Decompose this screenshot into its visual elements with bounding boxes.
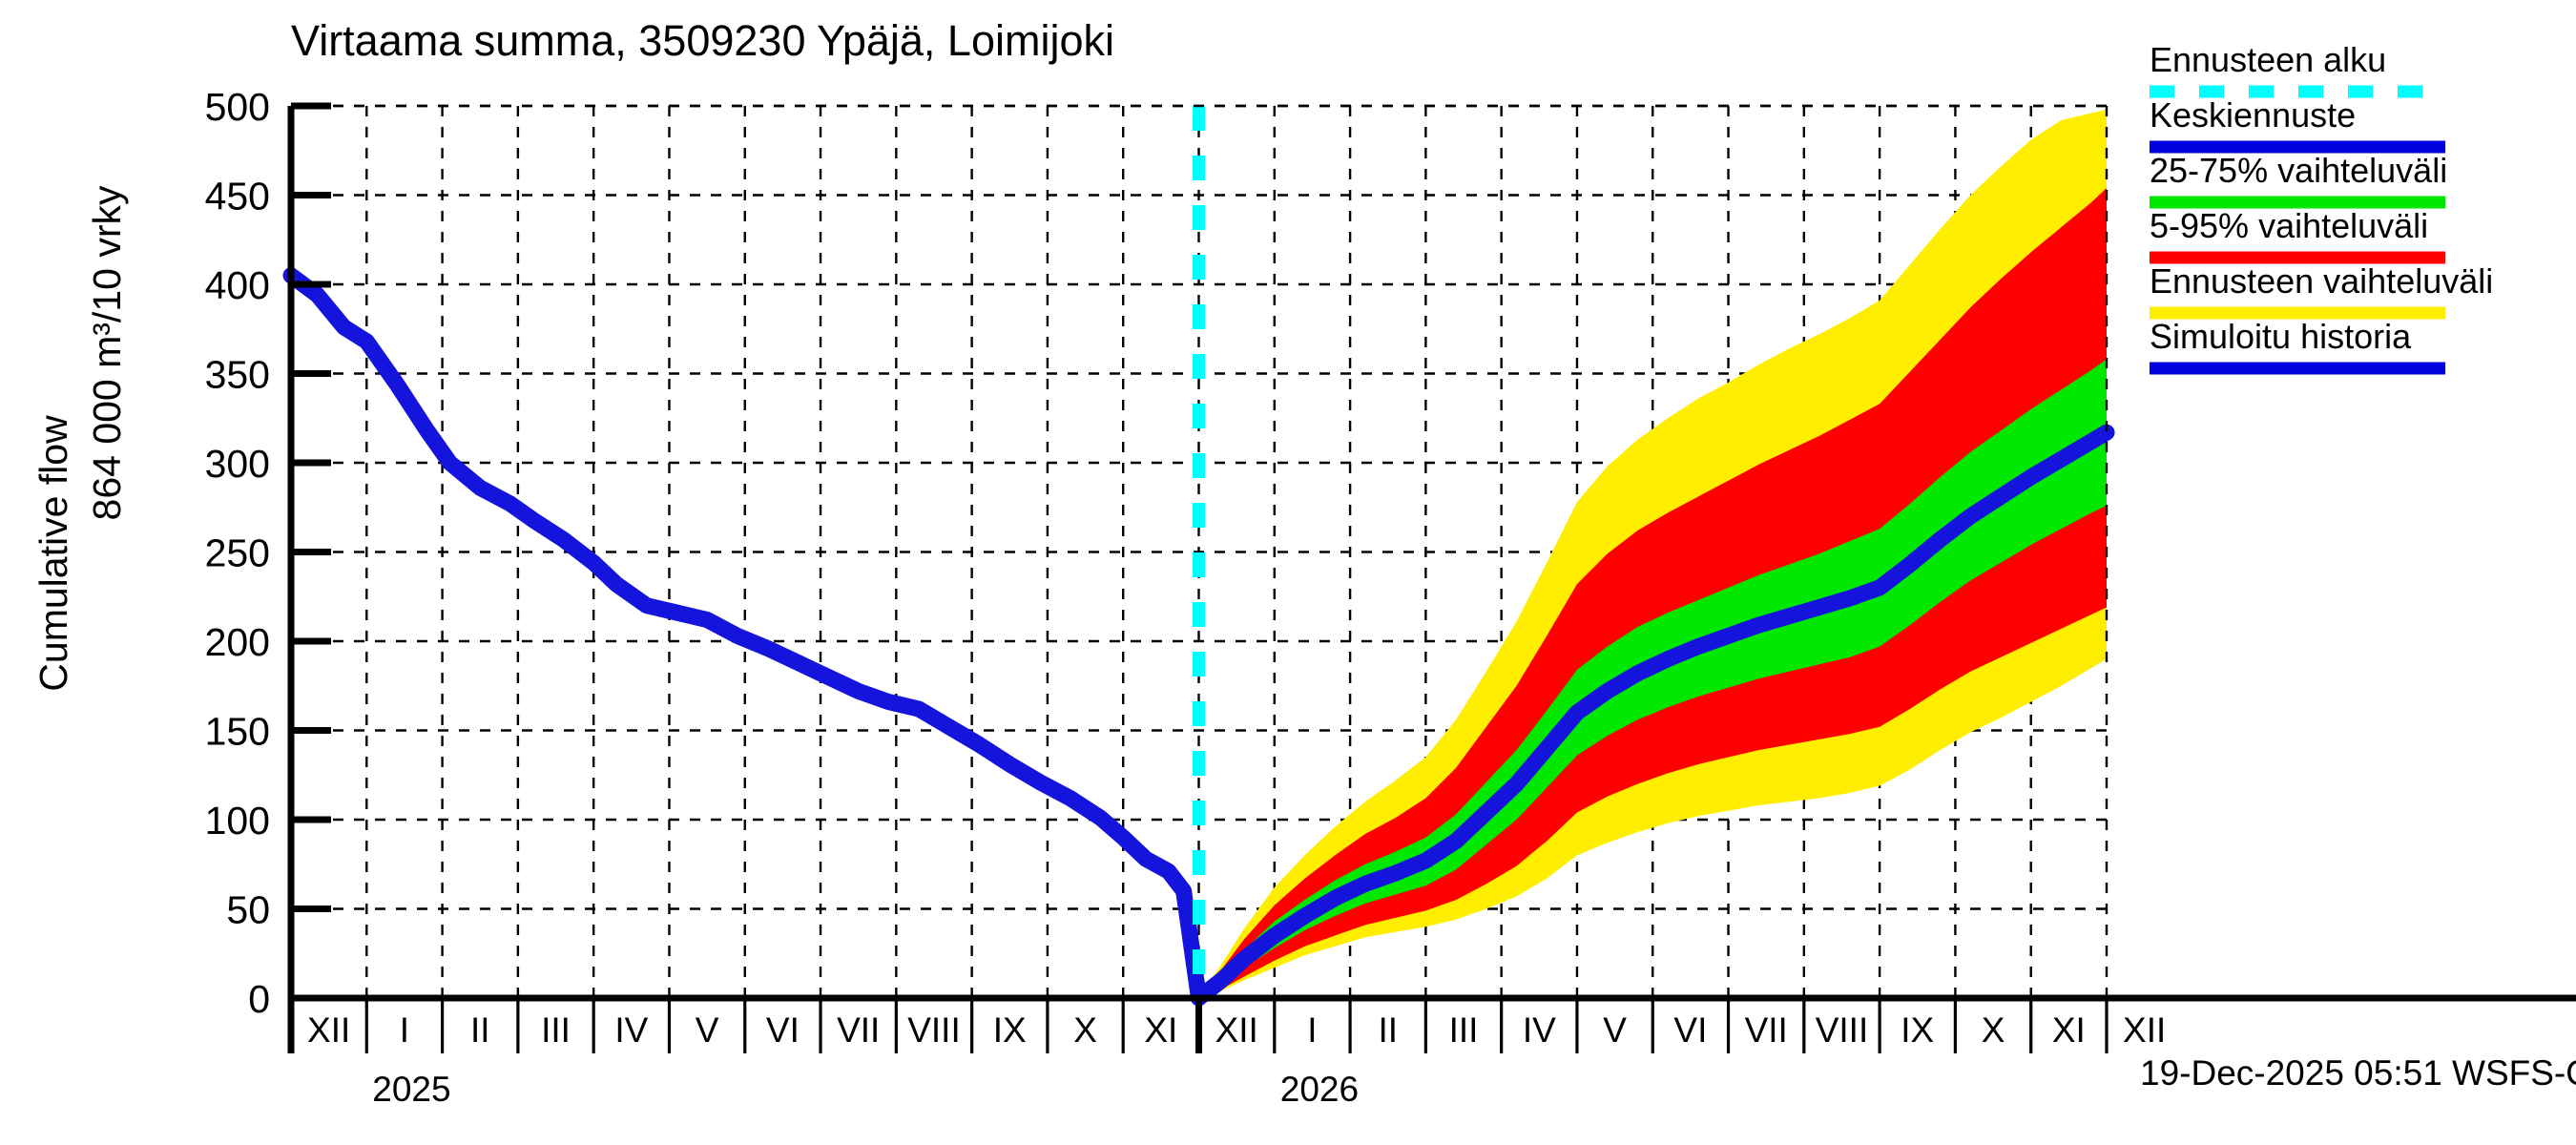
band-25-75 bbox=[1198, 359, 2107, 998]
x-tick-label-month: VIII bbox=[1816, 1010, 1869, 1050]
x-tick-label-month: II bbox=[470, 1010, 490, 1050]
x-tick-label-month: X bbox=[1982, 1010, 2005, 1050]
x-tick-label-month: III bbox=[541, 1010, 571, 1050]
mean-forecast-path bbox=[1191, 424, 2115, 1007]
legend-label: 5-95% vaihteluväli bbox=[2150, 206, 2428, 245]
history-path bbox=[282, 267, 1207, 1007]
y-tick-label: 200 bbox=[205, 620, 270, 664]
x-tick-label-month: IX bbox=[1901, 1010, 1934, 1050]
x-tick-label-month: V bbox=[696, 1010, 719, 1050]
x-tick-label-month: I bbox=[1307, 1010, 1317, 1050]
legend-item: Simuloitu historia bbox=[2150, 317, 2445, 375]
legend-item: Ennusteen alku bbox=[2150, 40, 2445, 98]
x-tick-label-month: IV bbox=[614, 1010, 648, 1050]
x-tick-labels: XII I II III IV V VI VII VIII IX X XI XII I II III IV V VI… bbox=[287, 998, 2166, 1053]
legend-item: 5-95% vaihteluväli bbox=[2150, 206, 2445, 264]
legend-item: Keskiennuste bbox=[2150, 95, 2445, 154]
x-tick-label-month: IX bbox=[993, 1010, 1027, 1050]
y-tick-label: 450 bbox=[205, 175, 270, 219]
x-tick-label-month: V bbox=[1603, 1010, 1627, 1050]
y-tick-label: 0 bbox=[248, 977, 270, 1021]
x-tick-label-month: IV bbox=[1523, 1010, 1556, 1050]
axes bbox=[287, 102, 2576, 1002]
forecast-bands bbox=[1198, 109, 2107, 999]
x-tick-label-month: XII bbox=[1215, 1010, 1258, 1050]
year-labels: 2025 2026 bbox=[372, 1070, 1359, 1109]
y-tick-label: 100 bbox=[205, 799, 270, 843]
x-axis-year-label: 2026 bbox=[1280, 1070, 1359, 1109]
x-tick-label-month: VIII bbox=[907, 1010, 961, 1050]
y-tick-label: 300 bbox=[205, 442, 270, 486]
x-tick-label-month: VII bbox=[837, 1010, 880, 1050]
band-5-95 bbox=[1198, 188, 2107, 998]
y-axis-label-units: 864 000 m³/10 vrky bbox=[85, 185, 129, 520]
y-tick-label: 350 bbox=[205, 353, 270, 397]
legend-label: Ennusteen alku bbox=[2150, 40, 2386, 79]
x-tick-label-month: VI bbox=[1673, 1010, 1707, 1050]
x-tick-label-month: XII bbox=[2123, 1010, 2166, 1050]
page-title: Virtaama summa, 3509230 Ypäjä, Loimijoki bbox=[291, 16, 1114, 65]
x-tick-label-month: XI bbox=[2052, 1010, 2086, 1050]
x-tick-label-month: VII bbox=[1745, 1010, 1788, 1050]
y-axis-label-primary: Cumulative flow bbox=[31, 415, 75, 692]
x-axis-year-label: 2025 bbox=[372, 1070, 450, 1109]
x-tick-label-month: X bbox=[1073, 1010, 1097, 1050]
x-tick-label-month: II bbox=[1378, 1010, 1398, 1050]
y-tick-label: 500 bbox=[205, 85, 270, 129]
legend-label: Keskiennuste bbox=[2150, 95, 2356, 135]
y-tick-label: 50 bbox=[226, 888, 270, 932]
legend-label: Ennusteen vaihteluväli bbox=[2150, 261, 2493, 301]
x-tick-label-month: I bbox=[400, 1010, 409, 1050]
x-tick-label-month: XII bbox=[307, 1010, 350, 1050]
x-tick-label-month: III bbox=[1449, 1010, 1479, 1050]
y-tick-label: 150 bbox=[205, 710, 270, 754]
mean-forecast-line bbox=[1191, 424, 2115, 1007]
x-tick-label-month: VI bbox=[766, 1010, 800, 1050]
legend-label: 25-75% vaihteluväli bbox=[2150, 151, 2447, 190]
legend-item: Ennusteen vaihteluväli bbox=[2150, 261, 2493, 320]
simulated-history-line bbox=[282, 267, 1207, 1007]
legend-item: 25-75% vaihteluväli bbox=[2150, 151, 2447, 209]
chart-legend: Ennusteen alku Keskiennuste 25-75% vaihtel… bbox=[2150, 40, 2493, 375]
legend-label: Simuloitu historia bbox=[2150, 317, 2412, 356]
y-tick-label: 400 bbox=[205, 263, 270, 307]
x-tick-label-month: XI bbox=[1144, 1010, 1177, 1050]
footer-timestamp: 19-Dec-2025 05:51 WSFS-O bbox=[2140, 1053, 2576, 1093]
y-tick-label: 250 bbox=[205, 531, 270, 575]
